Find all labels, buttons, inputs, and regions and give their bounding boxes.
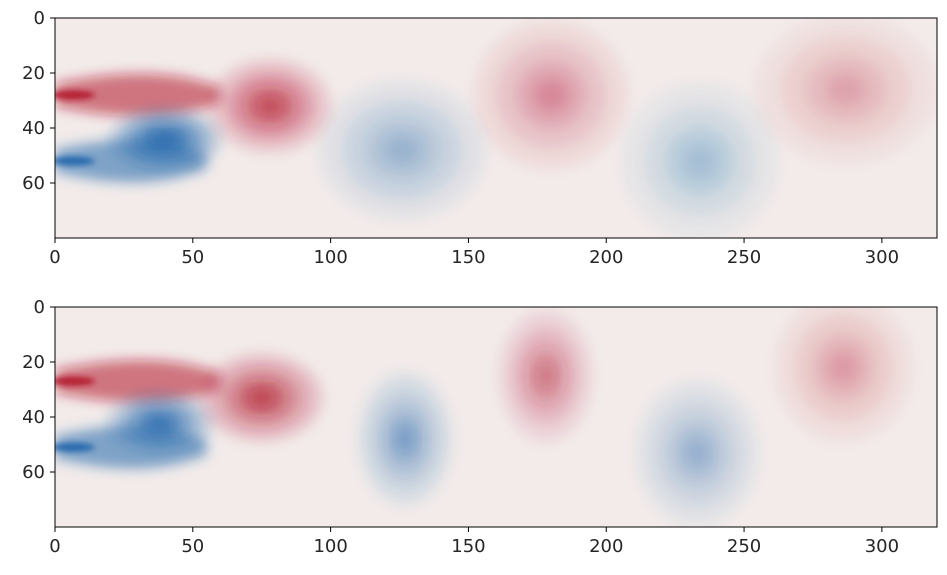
x-tick-label: 150	[451, 247, 485, 268]
x-tick-label: 150	[451, 536, 485, 557]
x-tick-label: 250	[727, 536, 761, 557]
vortex-positive	[498, 309, 593, 442]
x-tick-label: 100	[313, 536, 347, 557]
vortex-positive	[209, 59, 331, 153]
vortex-positive	[774, 307, 913, 442]
x-tick-label: 200	[589, 536, 623, 557]
y-tick-label: 60	[22, 462, 45, 483]
x-axis: 0 50 100 150 200 250 300	[49, 238, 899, 268]
shear-layer-positive	[55, 359, 221, 403]
shear-layer-positive	[55, 73, 221, 117]
vortex-negative	[636, 381, 758, 525]
y-tick-label: 40	[22, 407, 45, 428]
x-tick-label: 200	[589, 247, 623, 268]
vortex-positive	[755, 18, 937, 164]
vortex-positive	[473, 20, 629, 170]
vortex-negative	[107, 392, 213, 453]
y-tick-label: 60	[22, 173, 45, 194]
vortex-positive	[201, 353, 323, 442]
x-tick-label: 50	[181, 247, 204, 268]
x-tick-label: 50	[181, 536, 204, 557]
vortex-negative	[358, 373, 452, 505]
y-tick-label: 0	[34, 8, 45, 29]
heatmap-field	[55, 307, 937, 527]
heatmap-field	[55, 18, 937, 238]
vortex-negative	[319, 81, 485, 219]
y-tick-label: 20	[22, 352, 45, 373]
y-axis: 0 20 40 60	[22, 8, 55, 194]
x-tick-label: 0	[49, 536, 60, 557]
y-axis: 0 20 40 60	[22, 297, 55, 483]
panel-top: 0 50 100 150 200 250 300 0 20 40 60	[22, 8, 938, 268]
x-tick-label: 100	[313, 247, 347, 268]
y-tick-label: 0	[34, 297, 45, 318]
x-tick-label: 250	[727, 247, 761, 268]
vortex-negative	[110, 108, 221, 170]
x-tick-label: 300	[865, 247, 899, 268]
x-axis: 0 50 100 150 200 250 300	[49, 527, 899, 557]
y-tick-label: 40	[22, 118, 45, 139]
y-tick-label: 20	[22, 63, 45, 84]
x-tick-label: 300	[865, 536, 899, 557]
vortex-negative	[622, 84, 778, 238]
x-tick-label: 0	[49, 247, 60, 268]
panel-bottom: 0 50 100 150 200 250 300 0 20 40 60	[22, 297, 938, 557]
